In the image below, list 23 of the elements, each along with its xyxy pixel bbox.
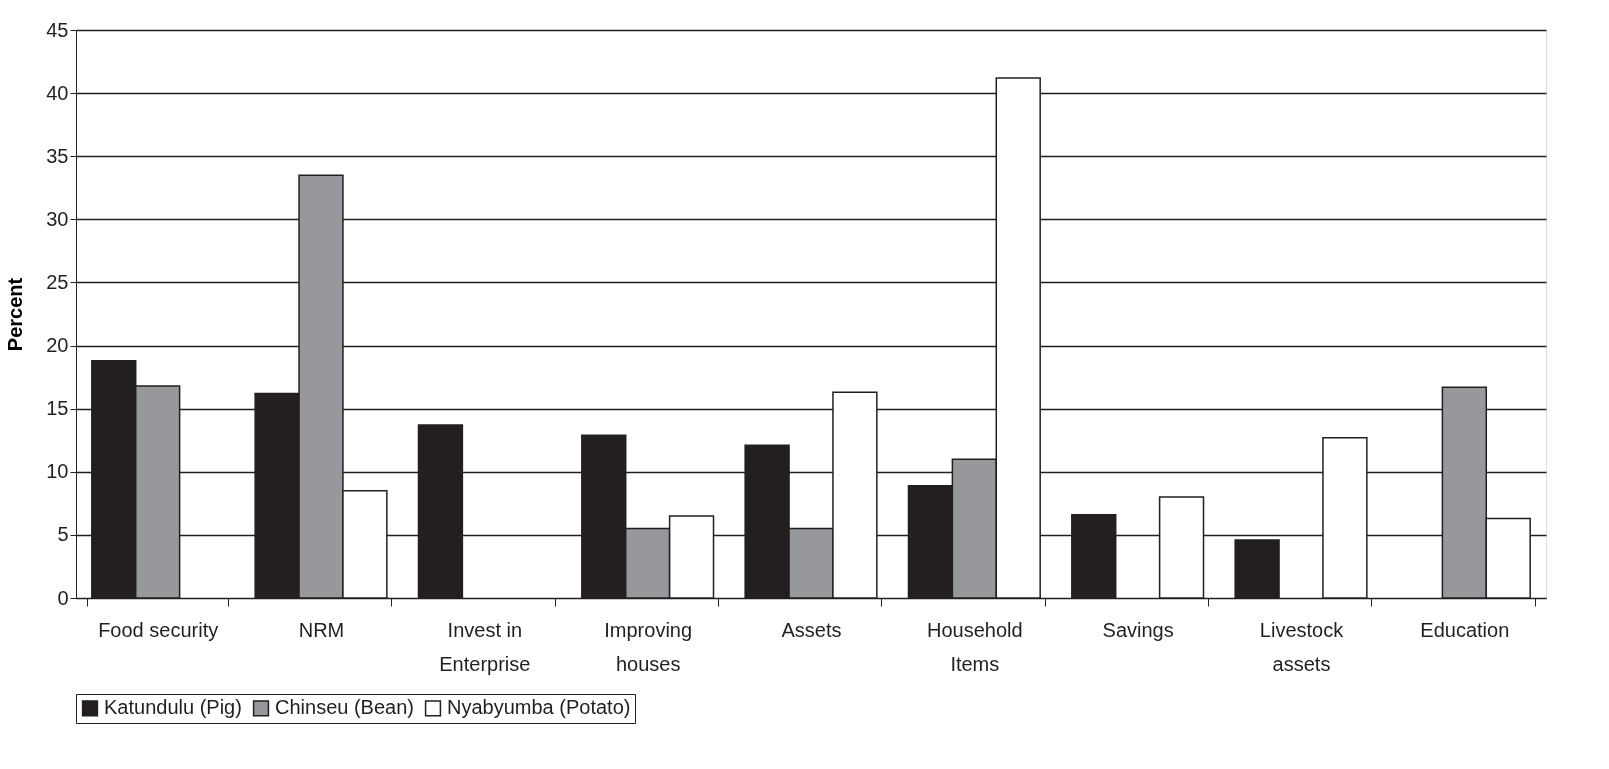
x-tick-label: Livestock assets — [1259, 618, 1345, 675]
y-tick-label: 10 — [46, 460, 69, 483]
y-tick-label: 30 — [46, 207, 69, 230]
x-tick-label: Household Items — [927, 618, 1023, 675]
y-tick-label: 45 — [46, 18, 69, 41]
x-tick-label: Improving houses — [604, 618, 693, 675]
y-tick-label: 5 — [57, 523, 69, 546]
x-tick-label: Invest in Enterprise — [439, 618, 531, 675]
y-tick-label: 15 — [46, 397, 69, 420]
legend-label: Nyabyumba (Potato) — [447, 696, 631, 719]
x-tick-label: Food security — [98, 618, 219, 641]
y-tick-label: 40 — [46, 81, 69, 104]
x-tick-label: Assets — [781, 618, 842, 641]
y-axis-title: Percent — [4, 277, 27, 352]
x-tick-label: NRM — [298, 618, 345, 641]
x-tick-label: Savings — [1102, 618, 1174, 641]
legend-label: Chinseu (Bean) — [275, 696, 414, 719]
y-tick-label: 0 — [57, 586, 69, 609]
y-tick-label: 25 — [46, 270, 69, 293]
y-tick-label: 20 — [46, 334, 69, 357]
legend-label: Katundulu (Pig) — [104, 696, 242, 719]
x-tick-label: Education — [1420, 618, 1510, 641]
y-tick-label: 35 — [46, 144, 69, 167]
